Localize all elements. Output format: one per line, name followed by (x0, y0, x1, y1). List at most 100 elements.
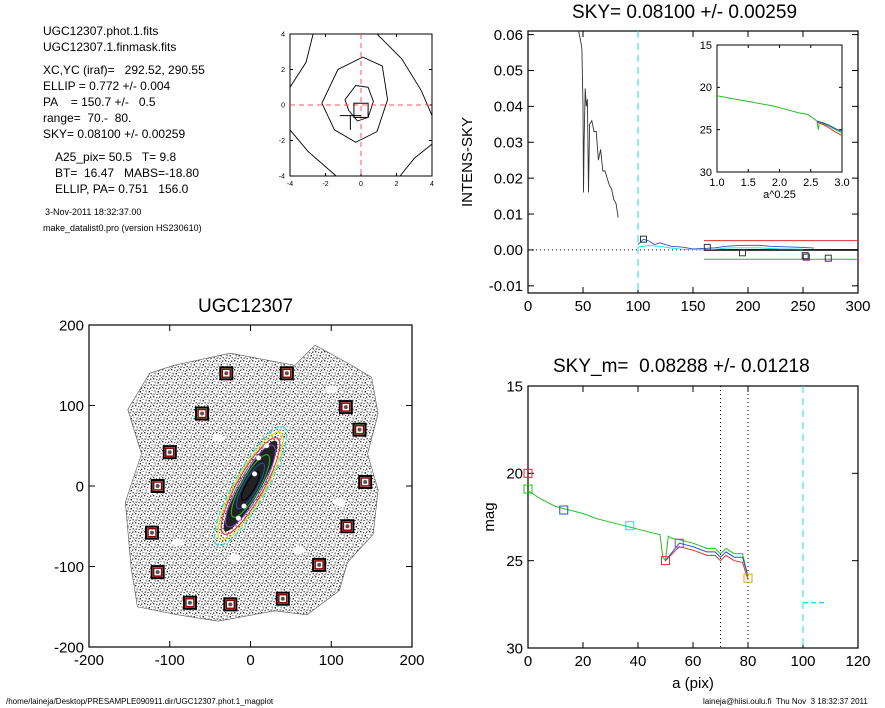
center-box (353, 102, 369, 118)
mask-box-inner (221, 368, 232, 379)
masked-hole (325, 385, 338, 394)
masked-star (264, 443, 270, 449)
inset-x-label: a^0.25 (763, 189, 796, 201)
galaxy-body (223, 440, 278, 532)
y-tick-label: 0.01 (494, 206, 523, 223)
y-tick-label: 0 (281, 102, 285, 109)
mag-marker (523, 468, 533, 478)
masked-star (241, 503, 247, 509)
mask-star (284, 371, 289, 376)
mask-star (317, 562, 322, 567)
y-tick-label: 0.02 (494, 170, 523, 187)
x-tick-label: -100 (155, 652, 185, 669)
mask-star (228, 602, 233, 607)
y-tick-label: 2 (281, 67, 285, 74)
isophote-contour (289, 129, 337, 177)
x-tick-label: 200 (399, 652, 424, 669)
info-date: 3-Nov-2011 18:32:37.00 (45, 207, 142, 217)
isophote-ellipse (241, 471, 260, 501)
info-ellip: ELLIP = 0.772 +/- 0.004 (43, 79, 171, 93)
info-file: UGC12307.phot.1.fits (43, 24, 159, 38)
isophote-contour (376, 33, 433, 116)
mag-marker (674, 538, 684, 548)
isophote-contour (289, 33, 314, 88)
y-tick-label: -4 (279, 173, 285, 180)
y-tick-label: 0.04 (494, 99, 523, 116)
x-tick-label: 1.5 (741, 177, 756, 189)
mask-box-inner (341, 402, 351, 412)
masked-star (256, 455, 262, 461)
x-tick-label: 2.0 (772, 177, 787, 189)
x-tick-label: -200 (74, 652, 104, 669)
contour-plot: -4 -2 0 2 4 -4 -2 0 2 4 (279, 31, 434, 188)
isophote-ellipse (236, 462, 265, 510)
x-axis-label: a (pix) (672, 675, 714, 692)
mask-box-inner (360, 477, 370, 487)
y-tick-label: 20 (506, 466, 523, 483)
mask-star (280, 596, 285, 601)
mask-box-inner (282, 368, 292, 379)
profile-marker (739, 249, 746, 257)
x-tick-label: -2 (322, 181, 328, 188)
mag-series-blue (665, 542, 749, 577)
y-tick-label: -200 (54, 639, 84, 656)
mag-profile-title: SKY_m= 0.08288 +/- 0.01218 (553, 356, 810, 377)
isophote-contour (344, 85, 374, 122)
x-tick-label: 100 (790, 653, 815, 670)
info-a25: A25_pix= 50.5 T= 9.8 (55, 150, 177, 164)
x-tick-label: 0 (246, 652, 254, 669)
isophote-ellipse (213, 425, 288, 547)
isophote-ellipse (225, 444, 276, 528)
mag-marker (523, 484, 533, 494)
mask-box-inner (152, 481, 163, 491)
mask-star (345, 524, 350, 529)
series-profile (578, 30, 619, 218)
info-mask: UGC12307.1.finmask.fits (43, 40, 177, 54)
mag-series-green (527, 490, 749, 577)
y-tick-label: 15 (700, 40, 712, 52)
info-range: range= 70.- 80. (43, 111, 132, 125)
mask-box-inner (165, 447, 175, 457)
inset-series-green (716, 95, 843, 134)
mask-star (363, 479, 368, 484)
isophote-ellipse (230, 454, 271, 518)
y-tick-label: -0.01 (489, 278, 523, 295)
profile-marker (801, 252, 809, 260)
x-tick-label: 200 (735, 298, 760, 315)
mask-box-inner (185, 597, 195, 608)
x-tick-label: 60 (685, 653, 702, 670)
masked-hole (171, 538, 184, 547)
mask-star (200, 411, 205, 416)
x-tick-label: 300 (845, 298, 870, 315)
x-tick-label: 0 (524, 298, 532, 315)
mask-box-inner (152, 567, 163, 577)
footer-user: laineja@hiisi.oulu.fi Thu Nov 3 18:32:37… (703, 697, 868, 706)
mask-box-inner (225, 599, 236, 610)
x-tick-label: 50 (575, 298, 592, 315)
profile-marker (703, 243, 711, 251)
x-tick-label: 4 (430, 181, 434, 188)
x-tick-label: 100 (319, 652, 344, 669)
y-tick-label: 0.05 (494, 63, 523, 80)
isophote-ellipse (220, 437, 281, 535)
x-tick-label: -4 (287, 181, 293, 188)
masked-star (235, 515, 241, 521)
x-tick-label: 2.5 (803, 177, 818, 189)
x-tick-label: 80 (740, 653, 757, 670)
mag-series-red (665, 546, 749, 581)
inset-series-red (816, 121, 843, 137)
mag-marker (743, 573, 753, 583)
mask-box-inner (314, 560, 324, 570)
y-tick-label: 20 (700, 82, 712, 94)
masked-hole (228, 554, 241, 563)
y-axis-label: mag (481, 502, 498, 531)
mask-box-inner (147, 527, 157, 538)
footer-path: /home/laineja/Desktop/PRESAMPLE090911.di… (6, 697, 274, 706)
y-tick-label: 0.06 (494, 27, 523, 44)
y-tick-label: 25 (700, 125, 712, 137)
masked-hole (212, 433, 225, 442)
info-sky: SKY= 0.08100 +/- 0.00259 (43, 127, 186, 141)
x-tick-label: 20 (575, 653, 592, 670)
x-tick-label: 2 (395, 181, 399, 188)
masked-hole (333, 498, 346, 507)
